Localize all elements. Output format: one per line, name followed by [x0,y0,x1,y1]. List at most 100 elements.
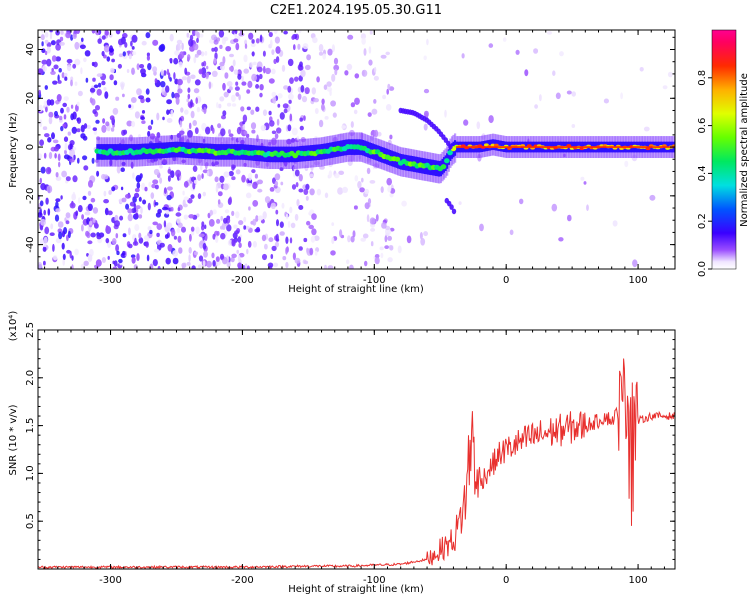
noise-speckle [420,238,426,246]
noise-speckle [131,256,136,264]
noise-speckle [206,170,210,177]
noise-speckle [61,72,65,79]
noise-speckle [364,260,368,267]
noise-speckle [163,70,167,76]
noise-speckle [141,110,146,114]
noise-speckle [364,202,370,210]
noise-speckle [305,195,309,201]
noise-speckle [145,32,151,39]
noise-speckle [256,66,263,73]
noise-speckle [217,191,223,197]
noise-speckle [244,263,248,269]
noise-speckle [237,254,241,263]
noise-speckle [163,187,167,195]
noise-speckle [163,220,167,228]
noise-speckle [202,242,207,250]
noise-speckle [375,214,379,222]
noise-speckle [368,59,373,66]
noise-speckle [52,80,58,85]
noise-speckle [373,99,377,104]
noise-speckle [252,218,257,226]
noise-speckle [374,129,379,138]
noise-speckle [39,238,45,246]
noise-speckle [296,199,300,207]
noise-speckle [282,103,289,109]
noise-speckle [58,68,62,73]
noise-speckle [274,180,279,187]
noise-speckle [181,226,186,233]
noise-speckle [251,73,257,82]
noise-speckle [423,231,428,237]
noise-speckle [293,44,296,51]
noise-speckle [331,236,335,245]
noise-speckle [141,120,146,124]
noise-speckle [45,197,49,205]
noise-speckle [188,247,192,254]
noise-speckle [151,183,156,189]
noise-speckle [364,188,370,195]
noise-speckle [221,115,226,120]
noise-speckle [176,39,183,45]
noise-speckle [347,235,351,243]
snr-y-tick-label: 2.5 [25,322,36,338]
noise-speckle [243,68,249,74]
noise-speckle [643,126,650,132]
noise-speckle [380,54,387,59]
spectrogram-x-tick-label: 0 [503,275,509,286]
spectrogram-y-axis-label: Frequency (Hz) [8,112,19,188]
noise-speckle [57,74,60,82]
noise-speckle [479,223,484,232]
noise-speckle [216,231,220,236]
noise-speckle [172,257,179,265]
noise-speckle [115,244,119,253]
noise-speckle [300,85,305,93]
noise-speckle [186,75,191,84]
noise-speckle [92,77,96,82]
noise-speckle [203,250,208,258]
noise-speckle [220,232,226,240]
noise-speckle [91,61,95,67]
spectrogram-x-tick-label: -300 [99,275,122,286]
noise-speckle [223,36,229,42]
noise-speckle [321,103,325,111]
noise-speckle [101,35,106,40]
noise-speckle [384,235,388,243]
noise-speckle [368,46,372,54]
noise-speckle [61,230,66,238]
noise-speckle [271,130,277,135]
colorbar-tick-label: 0.6 [697,118,708,134]
noise-speckle [43,209,46,216]
noise-speckle [172,250,179,257]
noise-speckle [193,88,200,94]
noise-speckle [268,110,272,116]
noise-speckle [233,69,239,75]
noise-speckle [347,34,354,40]
noise-speckle [262,211,267,220]
noise-speckle [157,265,161,269]
noise-speckle [101,124,107,133]
spectrogram-x-tick-label: 100 [629,275,648,286]
noise-speckle [176,227,181,234]
noise-speckle [252,61,257,66]
noise-speckle [202,260,206,267]
colorbar-label: Normalized spectral amplitude [739,73,750,227]
noise-speckle [166,222,173,228]
noise-speckle [120,83,124,90]
noise-speckle [223,171,230,178]
noise-speckle [190,99,193,107]
noise-speckle [74,58,81,66]
snr-y-axis-label: SNR (10 * v/v) [8,404,19,475]
noise-speckle [176,43,181,51]
noise-speckle [39,119,43,128]
noise-speckle [279,231,285,236]
snr-x-tick-label: -100 [363,575,386,586]
noise-speckle [178,61,183,68]
spectrogram-y-tick-label: 0 [25,144,36,150]
noise-speckle [381,222,387,229]
noise-speckle [223,217,228,224]
noise-speckle [515,49,520,55]
noise-speckle [187,54,191,61]
noise-speckle [524,69,529,77]
noise-speckle [164,234,169,239]
noise-speckle [276,118,280,126]
